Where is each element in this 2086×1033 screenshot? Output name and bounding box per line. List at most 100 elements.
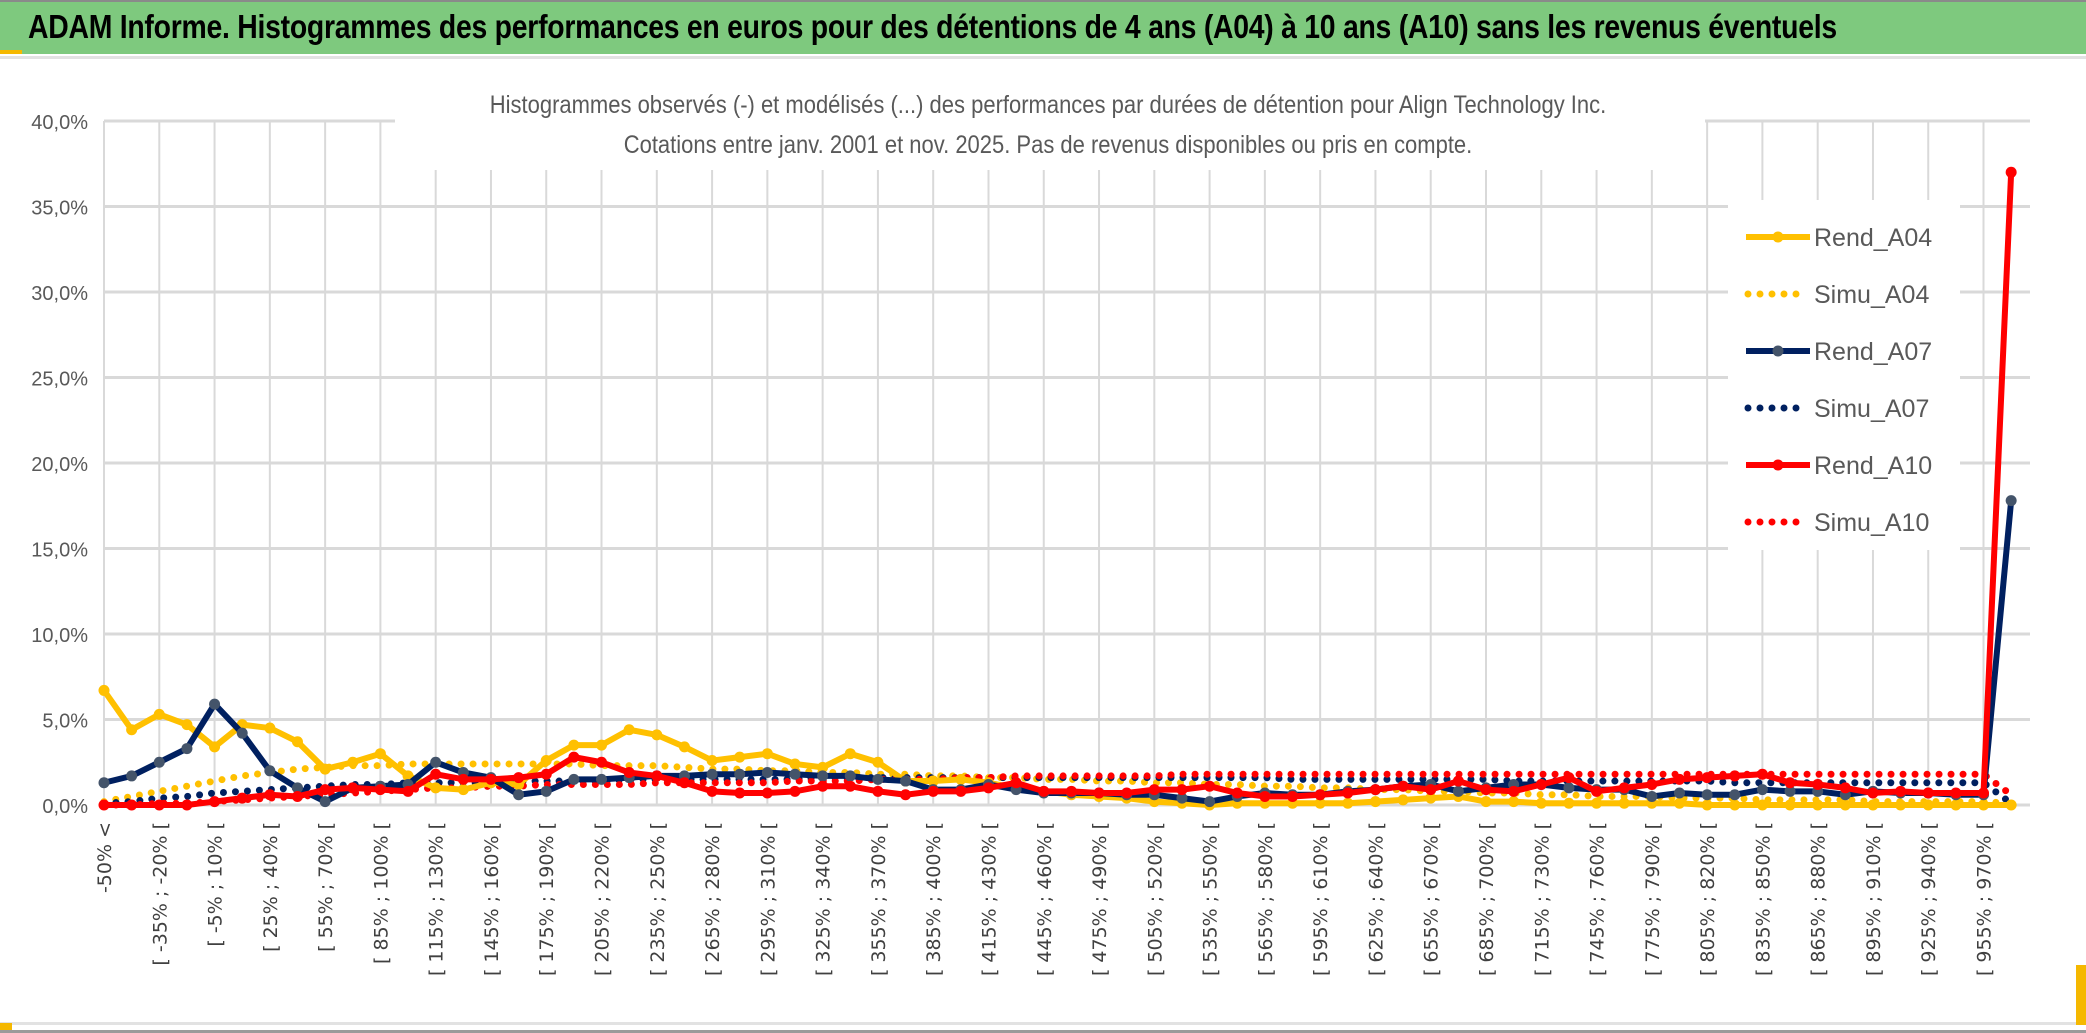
- data-point-Rend_A07: [1204, 796, 1216, 808]
- data-point-Rend_A07: [789, 768, 801, 780]
- x-tick-label: [ 55% ; 70% [: [315, 822, 337, 952]
- data-point-Rend_A04: [291, 736, 303, 748]
- data-point-Rend_A07: [1673, 787, 1685, 799]
- report-header: ADAM Informe. Histogrammes des performan…: [0, 0, 2086, 54]
- y-tick-label: 40,0%: [31, 112, 88, 134]
- data-point-Rend_A07: [236, 727, 248, 739]
- data-point-Rend_A04: [347, 756, 359, 768]
- data-point-Rend_A10: [761, 787, 773, 799]
- x-tick-label: -50% <: [94, 822, 116, 893]
- data-point-Rend_A07: [2005, 495, 2017, 507]
- chart-title-line-1: Histogrammes observés (-) et modélisés (…: [490, 91, 1606, 119]
- data-point-Rend_A04: [1369, 796, 1381, 808]
- data-point-Rend_A10: [1287, 790, 1299, 802]
- data-point-Rend_A04: [596, 739, 608, 751]
- x-tick-label: [ 505% ; 520% [: [1144, 822, 1166, 976]
- data-point-Rend_A10: [1065, 785, 1077, 797]
- data-point-Rend_A04: [1756, 799, 1768, 811]
- data-point-Rend_A07: [1784, 785, 1796, 797]
- data-point-Rend_A04: [264, 722, 276, 734]
- x-tick-label: [ 715% ; 730% [: [1531, 822, 1553, 976]
- data-point-Rend_A07: [209, 698, 221, 710]
- data-point-Rend_A07: [153, 756, 165, 768]
- data-point-Rend_A10: [2005, 166, 2017, 178]
- data-point-Rend_A07: [872, 773, 884, 785]
- resize-handle[interactable]: [2076, 965, 2086, 1025]
- data-point-Rend_A04: [1425, 792, 1437, 804]
- y-tick-label: 5,0%: [42, 711, 88, 733]
- data-point-Rend_A10: [1342, 787, 1354, 799]
- data-point-Rend_A10: [1812, 778, 1824, 790]
- data-point-Rend_A10: [1093, 787, 1105, 799]
- x-tick-label: [ 115% ; 130% [: [426, 822, 448, 976]
- data-point-Rend_A04: [319, 763, 331, 775]
- legend-label: Simu_A04: [1814, 281, 1929, 309]
- data-point-Rend_A04: [1839, 799, 1851, 811]
- data-point-Rend_A10: [1756, 768, 1768, 780]
- x-tick-label: [ 835% ; 850% [: [1752, 822, 1774, 976]
- data-point-Rend_A07: [1563, 782, 1575, 794]
- data-point-Rend_A10: [1867, 787, 1879, 799]
- data-point-Rend_A10: [98, 799, 110, 811]
- data-point-Rend_A10: [1148, 784, 1160, 796]
- data-point-Rend_A07: [1729, 789, 1741, 801]
- data-point-Rend_A04: [623, 724, 635, 736]
- data-point-Rend_A07: [264, 765, 276, 777]
- x-tick-label: [ 325% ; 340% [: [813, 822, 835, 976]
- data-point-Rend_A04: [1397, 794, 1409, 806]
- data-point-Rend_A04: [817, 761, 829, 773]
- x-tick-label: [ 655% ; 670% [: [1421, 822, 1443, 976]
- data-point-Rend_A04: [540, 755, 552, 767]
- data-point-Rend_A10: [1729, 770, 1741, 782]
- data-point-Rend_A07: [540, 785, 552, 797]
- y-tick-label: 10,0%: [31, 625, 88, 647]
- data-point-Rend_A10: [1397, 780, 1409, 792]
- data-point-Rend_A10: [1204, 780, 1216, 792]
- x-tick-label: [ 175% ; 190% [: [536, 822, 558, 976]
- series-line-Rend_A10: [104, 172, 2015, 808]
- data-point-Rend_A07: [1452, 785, 1464, 797]
- data-point-Rend_A04: [430, 782, 442, 794]
- data-point-Rend_A10: [485, 773, 497, 785]
- data-point-Rend_A04: [1729, 799, 1741, 811]
- data-point-Rend_A04: [1950, 799, 1962, 811]
- data-point-Rend_A10: [264, 789, 276, 801]
- series-line-Rend_A07: [103, 500, 2015, 805]
- header-divider: [0, 56, 2086, 59]
- data-point-Rend_A10: [651, 770, 663, 782]
- x-tick-label: [ 535% ; 550% [: [1200, 822, 1222, 976]
- legend-marker-Rend_A04: [1772, 231, 1784, 243]
- x-tick-label: [ 685% ; 700% [: [1476, 822, 1498, 976]
- data-point-Rend_A04: [126, 724, 138, 736]
- x-tick-label: [ 865% ; 880% [: [1808, 822, 1830, 976]
- x-axis-ticks: -50% < [ -35% ; -20% [[ -5% ; 10% [[ 25% …: [94, 822, 1996, 976]
- data-point-Rend_A10: [540, 768, 552, 780]
- data-point-Rend_A10: [1922, 787, 1934, 799]
- y-tick-label: 15,0%: [31, 540, 88, 562]
- x-tick-label: [ 475% ; 490% [: [1089, 822, 1111, 976]
- data-point-Rend_A10: [817, 780, 829, 792]
- y-tick-label: 30,0%: [31, 283, 88, 305]
- data-point-Rend_A10: [1369, 784, 1381, 796]
- y-axis-ticks: 0,0% 5,0% 10,0% 15,0% 20,0% 25,0% 30,0% 35,0% 40…: [31, 112, 88, 818]
- data-point-Rend_A04: [1480, 796, 1492, 808]
- data-point-Rend_A04: [927, 775, 939, 787]
- x-tick-label: [ 925% ; 940% [: [1918, 822, 1940, 976]
- header-accent: [0, 50, 22, 54]
- x-tick-label: [ 745% ; 760% [: [1587, 822, 1609, 976]
- data-point-Rend_A04: [209, 741, 221, 753]
- x-tick-label: [ 85% ; 100% [: [370, 822, 392, 964]
- data-point-Rend_A10: [734, 787, 746, 799]
- data-point-Rend_A10: [872, 785, 884, 797]
- legend-label: Rend_A04: [1814, 224, 1932, 252]
- data-point-Rend_A10: [402, 785, 414, 797]
- data-point-Rend_A10: [209, 796, 221, 808]
- data-point-Rend_A04: [181, 719, 193, 731]
- data-point-Rend_A10: [236, 792, 248, 804]
- series-line-Simu_A04: [100, 760, 2015, 807]
- data-point-Rend_A07: [844, 770, 856, 782]
- data-point-Rend_A10: [126, 799, 138, 811]
- data-point-Rend_A10: [1618, 782, 1630, 794]
- data-point-Rend_A10: [1010, 777, 1022, 789]
